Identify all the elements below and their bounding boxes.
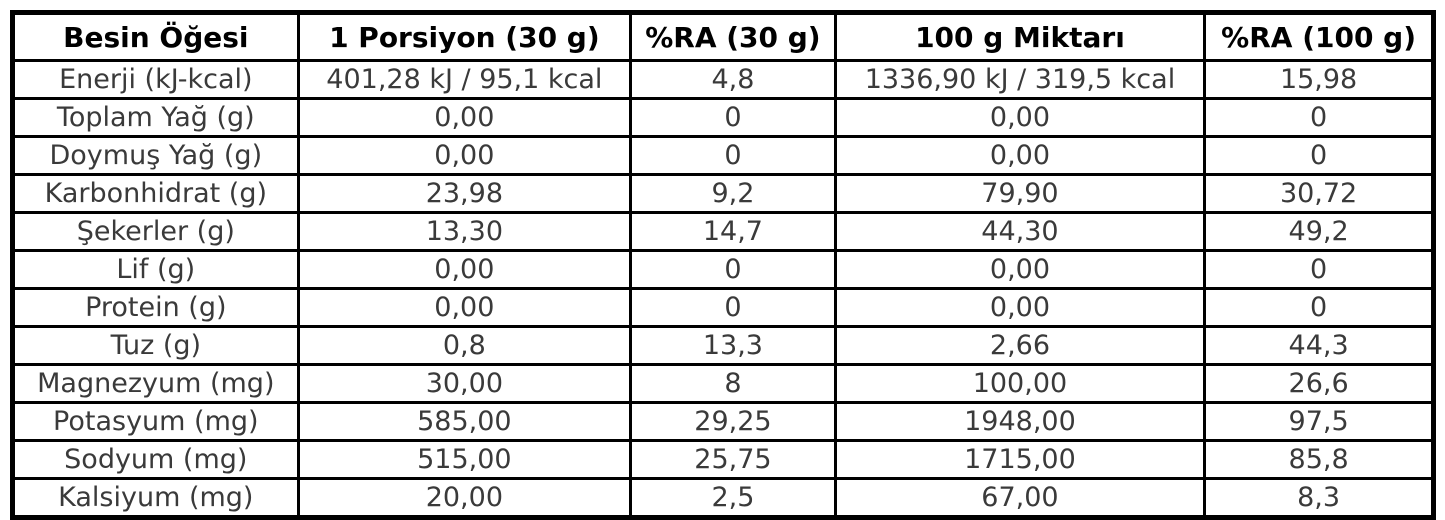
cell-nutrient: Şekerler (g) <box>11 211 300 252</box>
column-header-amount-100g: 100 g Miktarı <box>833 11 1207 62</box>
cell-ra-100g: 49,2 <box>1203 211 1435 252</box>
cell-ra-30g: 2,5 <box>629 477 837 519</box>
nutrition-table: Besin Öğesi 1 Porsiyon (30 g) %RA (30 g)… <box>10 10 1436 520</box>
cell-portion-30g: 0,00 <box>296 97 633 138</box>
nutrition-table-container: Besin Öğesi 1 Porsiyon (30 g) %RA (30 g)… <box>10 10 1436 520</box>
cell-ra-100g: 44,3 <box>1203 325 1435 366</box>
table-row: Karbonhidrat (g) 23,98 9,2 79,90 30,72 <box>11 173 1435 214</box>
cell-portion-30g: 20,00 <box>296 477 633 519</box>
cell-ra-30g: 9,2 <box>629 173 837 214</box>
cell-amount-100g: 1715,00 <box>833 439 1207 480</box>
cell-portion-30g: 0,00 <box>296 249 633 290</box>
cell-ra-100g: 0 <box>1203 249 1435 290</box>
cell-amount-100g: 0,00 <box>833 249 1207 290</box>
cell-ra-30g: 25,75 <box>629 439 837 480</box>
cell-amount-100g: 0,00 <box>833 287 1207 328</box>
table-row: Potasyum (mg) 585,00 29,25 1948,00 97,5 <box>11 401 1435 442</box>
cell-nutrient: Kalsiyum (mg) <box>11 477 300 519</box>
table-row: Sodyum (mg) 515,00 25,75 1715,00 85,8 <box>11 439 1435 480</box>
cell-ra-100g: 15,98 <box>1203 59 1435 100</box>
table-row: Enerji (kJ-kcal) 401,28 kJ / 95,1 kcal 4,8… <box>11 59 1435 100</box>
cell-ra-30g: 4,8 <box>629 59 837 100</box>
cell-nutrient: Karbonhidrat (g) <box>11 173 300 214</box>
cell-portion-30g: 515,00 <box>296 439 633 480</box>
table-row: Magnezyum (mg) 30,00 8 100,00 26,6 <box>11 363 1435 404</box>
table-row: Kalsiyum (mg) 20,00 2,5 67,00 8,3 <box>11 477 1435 519</box>
cell-ra-100g: 85,8 <box>1203 439 1435 480</box>
cell-amount-100g: 2,66 <box>833 325 1207 366</box>
cell-nutrient: Tuz (g) <box>11 325 300 366</box>
cell-ra-100g: 30,72 <box>1203 173 1435 214</box>
table-row: Tuz (g) 0,8 13,3 2,66 44,3 <box>11 325 1435 366</box>
cell-amount-100g: 67,00 <box>833 477 1207 519</box>
cell-ra-30g: 0 <box>629 249 837 290</box>
cell-portion-30g: 401,28 kJ / 95,1 kcal <box>296 59 633 100</box>
cell-amount-100g: 1948,00 <box>833 401 1207 442</box>
cell-portion-30g: 0,00 <box>296 287 633 328</box>
column-header-ra-100g: %RA (100 g) <box>1203 11 1435 62</box>
cell-ra-30g: 0 <box>629 135 837 176</box>
cell-portion-30g: 30,00 <box>296 363 633 404</box>
cell-portion-30g: 23,98 <box>296 173 633 214</box>
cell-amount-100g: 44,30 <box>833 211 1207 252</box>
cell-amount-100g: 100,00 <box>833 363 1207 404</box>
header-row: Besin Öğesi 1 Porsiyon (30 g) %RA (30 g)… <box>11 11 1435 62</box>
cell-nutrient: Potasyum (mg) <box>11 401 300 442</box>
cell-nutrient: Lif (g) <box>11 249 300 290</box>
cell-ra-30g: 14,7 <box>629 211 837 252</box>
cell-nutrient: Doymuş Yağ (g) <box>11 135 300 176</box>
cell-ra-30g: 0 <box>629 97 837 138</box>
column-header-portion-30g: 1 Porsiyon (30 g) <box>296 11 633 62</box>
cell-portion-30g: 0,00 <box>296 135 633 176</box>
table-row: Toplam Yağ (g) 0,00 0 0,00 0 <box>11 97 1435 138</box>
cell-portion-30g: 0,8 <box>296 325 633 366</box>
cell-portion-30g: 13,30 <box>296 211 633 252</box>
column-header-ra-30g: %RA (30 g) <box>629 11 837 62</box>
cell-nutrient: Magnezyum (mg) <box>11 363 300 404</box>
cell-portion-30g: 585,00 <box>296 401 633 442</box>
cell-ra-100g: 0 <box>1203 287 1435 328</box>
cell-ra-100g: 0 <box>1203 135 1435 176</box>
nutrition-table-body: Enerji (kJ-kcal) 401,28 kJ / 95,1 kcal 4,8… <box>11 59 1435 519</box>
cell-nutrient: Sodyum (mg) <box>11 439 300 480</box>
cell-ra-100g: 97,5 <box>1203 401 1435 442</box>
cell-amount-100g: 0,00 <box>833 97 1207 138</box>
cell-amount-100g: 0,00 <box>833 135 1207 176</box>
table-row: Doymuş Yağ (g) 0,00 0 0,00 0 <box>11 135 1435 176</box>
cell-amount-100g: 79,90 <box>833 173 1207 214</box>
cell-ra-30g: 13,3 <box>629 325 837 366</box>
cell-ra-30g: 29,25 <box>629 401 837 442</box>
table-row: Lif (g) 0,00 0 0,00 0 <box>11 249 1435 290</box>
cell-ra-100g: 0 <box>1203 97 1435 138</box>
cell-amount-100g: 1336,90 kJ / 319,5 kcal <box>833 59 1207 100</box>
cell-nutrient: Protein (g) <box>11 287 300 328</box>
cell-nutrient: Toplam Yağ (g) <box>11 97 300 138</box>
cell-nutrient: Enerji (kJ-kcal) <box>11 59 300 100</box>
cell-ra-100g: 26,6 <box>1203 363 1435 404</box>
table-row: Protein (g) 0,00 0 0,00 0 <box>11 287 1435 328</box>
cell-ra-100g: 8,3 <box>1203 477 1435 519</box>
column-header-nutrient: Besin Öğesi <box>11 11 300 62</box>
table-row: Şekerler (g) 13,30 14,7 44,30 49,2 <box>11 211 1435 252</box>
cell-ra-30g: 8 <box>629 363 837 404</box>
cell-ra-30g: 0 <box>629 287 837 328</box>
